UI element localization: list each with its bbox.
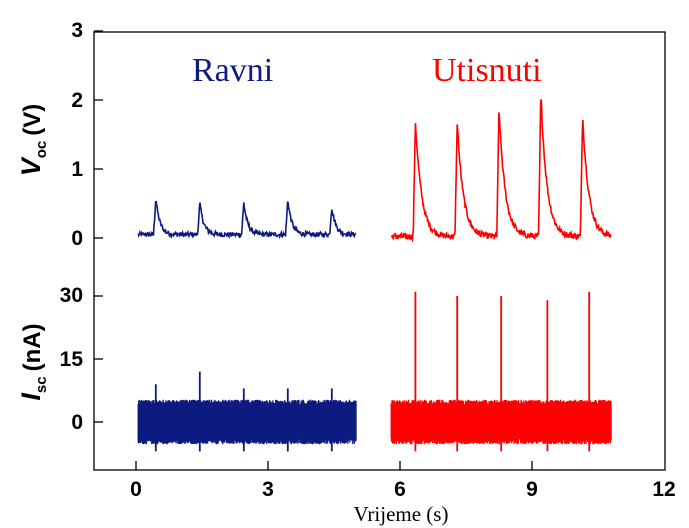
x-axis-label: Vrijeme (s): [354, 502, 449, 526]
y-tick-label: 3: [71, 19, 83, 42]
voltage-trace-imprinted: [390, 99, 612, 243]
y-axis-label-voltage: Voc(V): [16, 104, 50, 177]
x-tick-label: 3: [262, 478, 274, 501]
series-label-imprinted: Utisnuti: [432, 52, 542, 89]
x-tick-label: 12: [652, 478, 675, 501]
y-tick-label: 2: [71, 89, 83, 112]
y-tick-label: 30: [60, 284, 83, 307]
y-tick-label: 0: [71, 227, 83, 250]
tick-marks: [94, 30, 533, 470]
y-tick-label: 15: [60, 348, 84, 371]
y-tick-label: 1: [71, 158, 83, 181]
x-tick-label: 9: [526, 478, 538, 501]
x-tick-label: 0: [130, 478, 142, 501]
current-noise-flat: [137, 399, 357, 445]
series-label-flat: Ravni: [192, 52, 273, 89]
traces: [137, 99, 612, 452]
x-tick-label: 6: [394, 478, 406, 501]
voltage-trace-flat: [137, 200, 357, 240]
plot-frame: [93, 31, 666, 471]
y-axis-label-current: Isc(nA): [16, 323, 50, 400]
y-tick-label: 0: [71, 411, 83, 434]
